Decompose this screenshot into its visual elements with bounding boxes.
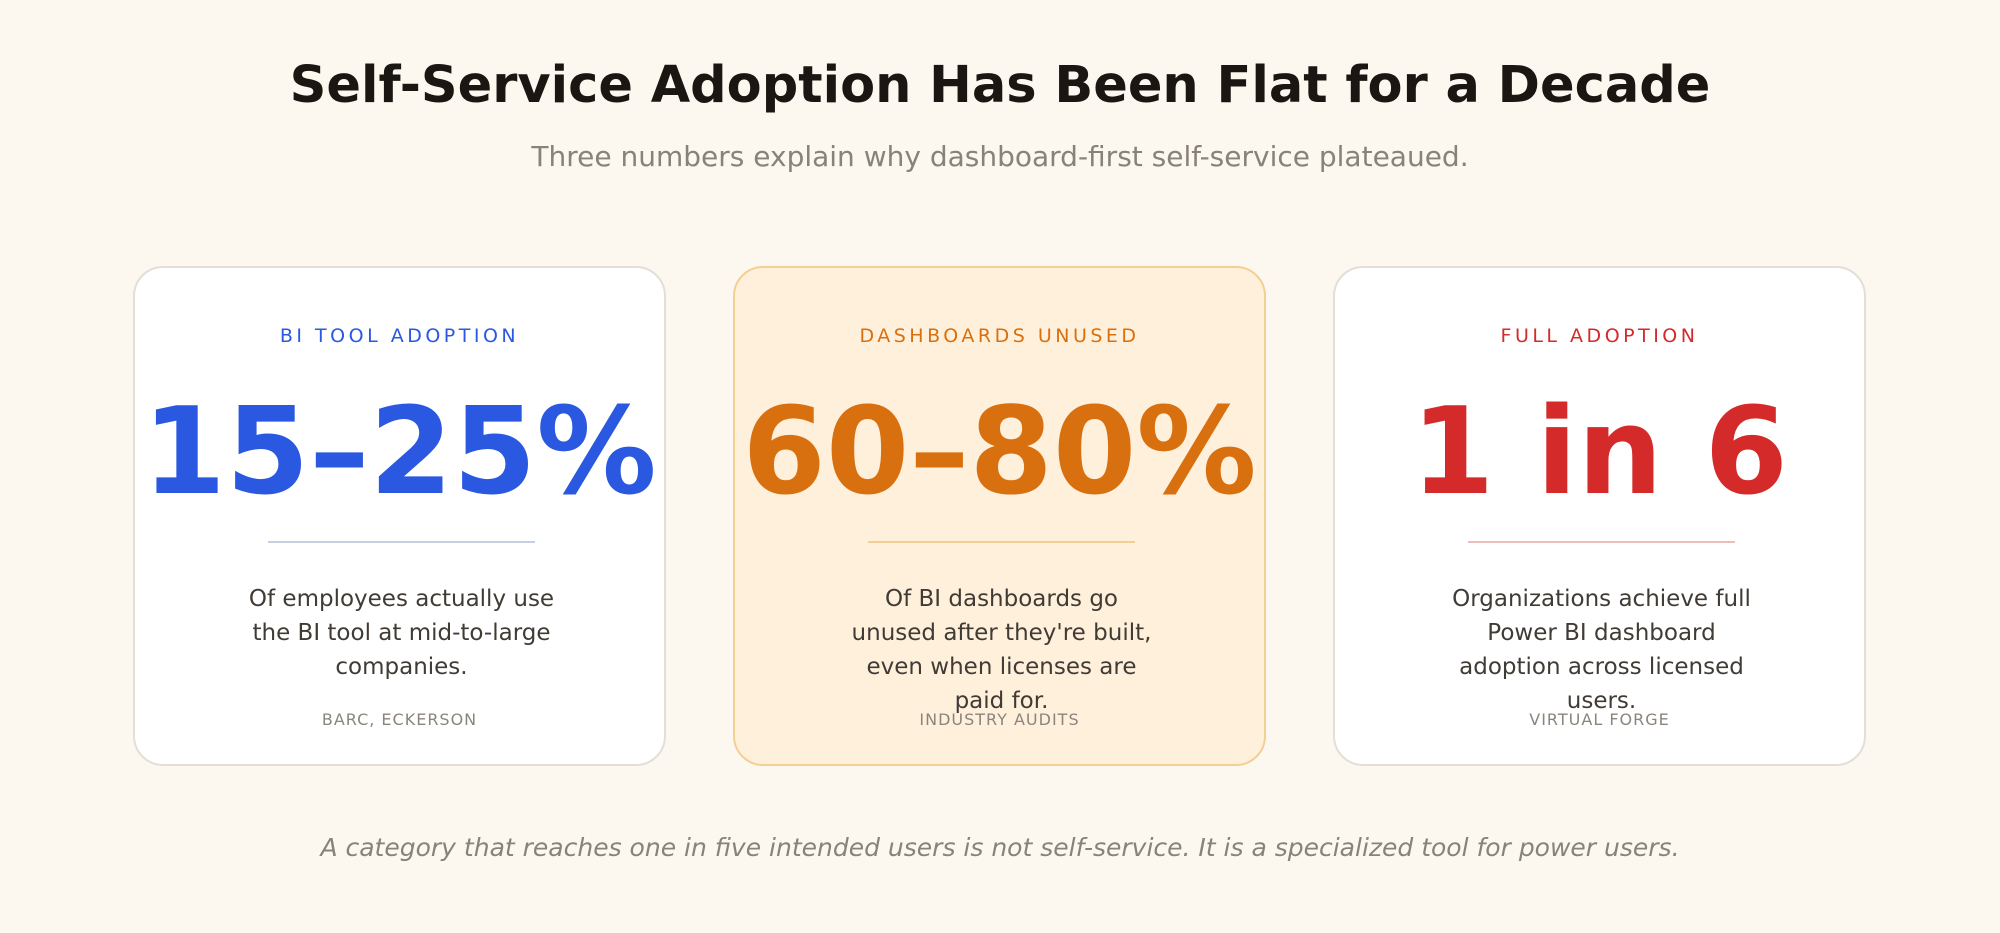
stat-card-bi-tool-adoption: BI TOOL ADOPTION 15–25% Of employees act…: [133, 266, 666, 766]
stat-card-label: BI TOOL ADOPTION: [279, 325, 520, 347]
stat-card-description: Of BI dashboards go unused after they're…: [851, 586, 1152, 714]
stat-card-description: Of employees actually use the BI tool at…: [248, 586, 555, 680]
stat-card-label: DASHBOARDS UNUSED: [859, 325, 1140, 347]
stat-card-label: FULL ADOPTION: [1500, 325, 1699, 347]
stat-card-full-adoption: FULL ADOPTION 1 in 6 Organizations achie…: [1333, 266, 1866, 766]
stat-card-source: INDUSTRY AUDITS: [919, 710, 1080, 729]
page-title: Self-Service Adoption Has Been Flat for …: [289, 56, 1711, 115]
page-subtitle: Three numbers explain why dashboard-firs…: [531, 140, 1469, 173]
stat-card-value: 15–25%: [142, 383, 657, 522]
divider: [1468, 541, 1735, 543]
stat-card-description: Organizations achieve full Power BI dash…: [1452, 586, 1751, 714]
stat-card-source: BARC, ECKERSON: [321, 710, 478, 729]
stat-card-dashboards-unused: DASHBOARDS UNUSED 60–80% Of BI dashboard…: [733, 266, 1266, 766]
stat-card-value: 60–80%: [742, 383, 1257, 522]
divider: [268, 541, 535, 543]
stat-card-value: 1 in 6: [1410, 383, 1789, 522]
divider: [868, 541, 1135, 543]
footnote: A category that reaches one in five inte…: [320, 833, 1680, 862]
stat-card-source: VIRTUAL FORGE: [1529, 710, 1670, 729]
